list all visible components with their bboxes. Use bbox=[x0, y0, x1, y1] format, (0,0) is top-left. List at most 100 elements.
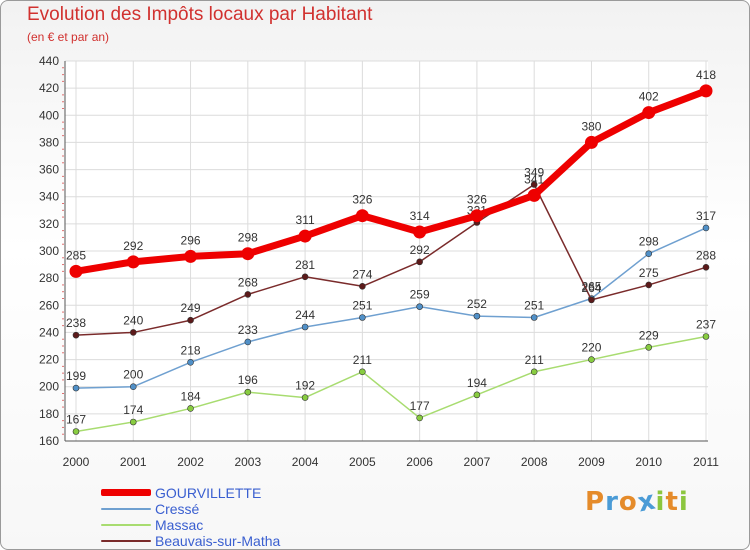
series-line-3 bbox=[75, 183, 707, 336]
data-label: 259 bbox=[410, 288, 430, 302]
data-point bbox=[416, 258, 423, 266]
data-point bbox=[530, 181, 538, 188]
data-label: 249 bbox=[181, 301, 201, 315]
y-tick-label: 420 bbox=[39, 81, 59, 95]
data-label: 200 bbox=[123, 368, 143, 382]
data-label: 281 bbox=[295, 258, 315, 272]
y-tick-label: 220 bbox=[39, 353, 59, 367]
data-point bbox=[359, 314, 366, 321]
data-label: 167 bbox=[66, 413, 86, 427]
data-label: 380 bbox=[581, 119, 601, 133]
x-tick-label: 2003 bbox=[234, 455, 261, 469]
logo-letter: r bbox=[605, 487, 619, 517]
data-point bbox=[359, 282, 366, 290]
data-label: 177 bbox=[410, 399, 430, 413]
data-point bbox=[244, 338, 252, 346]
data-point bbox=[129, 329, 137, 336]
data-point bbox=[244, 388, 252, 396]
legend-label: GOURVILLETTE bbox=[155, 485, 262, 501]
data-label: 298 bbox=[238, 231, 258, 245]
y-tick-label: 440 bbox=[39, 54, 59, 68]
data-label: 192 bbox=[295, 379, 315, 393]
data-label: 341 bbox=[524, 172, 544, 186]
y-tick-label: 240 bbox=[39, 325, 59, 339]
data-point bbox=[187, 316, 194, 324]
data-point bbox=[301, 394, 309, 401]
data-label: 251 bbox=[352, 299, 372, 313]
data-label: 292 bbox=[410, 243, 430, 257]
data-point bbox=[355, 209, 369, 223]
data-point bbox=[72, 331, 80, 339]
data-point bbox=[645, 344, 653, 351]
data-point bbox=[187, 358, 194, 366]
data-point bbox=[588, 356, 595, 363]
legend-label: Massac bbox=[155, 517, 204, 533]
data-label: 220 bbox=[581, 341, 601, 355]
data-label: 237 bbox=[696, 318, 716, 332]
data-label: 251 bbox=[524, 299, 544, 313]
data-point bbox=[69, 264, 83, 278]
data-point bbox=[645, 250, 653, 258]
data-label: 252 bbox=[467, 297, 487, 311]
data-point bbox=[129, 418, 137, 426]
y-tick-label: 360 bbox=[39, 163, 59, 177]
data-label: 296 bbox=[181, 233, 201, 247]
data-point bbox=[642, 106, 656, 120]
legend-label: Beauvais-sur-Matha bbox=[155, 533, 281, 549]
series-line-2 bbox=[75, 335, 707, 433]
data-point bbox=[129, 383, 137, 391]
data-label: 288 bbox=[696, 248, 716, 262]
data-point bbox=[588, 296, 595, 304]
y-tick-label: 160 bbox=[39, 434, 59, 448]
data-label: 174 bbox=[123, 403, 143, 417]
data-point bbox=[530, 368, 538, 376]
x-tick-label: 2011 bbox=[693, 455, 719, 469]
data-label: 418 bbox=[696, 68, 716, 82]
data-label: 349 bbox=[524, 166, 544, 180]
legend-label: Cressé bbox=[155, 501, 200, 517]
data-label: 264 bbox=[581, 281, 601, 295]
data-point bbox=[241, 247, 255, 261]
logo-letter: i bbox=[678, 487, 689, 517]
legend-swatch bbox=[101, 489, 151, 496]
y-tick-label: 180 bbox=[39, 407, 59, 421]
legend-swatch bbox=[101, 524, 151, 526]
data-point bbox=[584, 135, 598, 149]
legend-swatch bbox=[101, 540, 151, 542]
data-point bbox=[470, 209, 484, 223]
x-tick-label: 2010 bbox=[635, 455, 662, 469]
data-point bbox=[244, 291, 252, 298]
data-label: 218 bbox=[181, 343, 201, 357]
series-line-1 bbox=[75, 227, 707, 389]
data-label: 275 bbox=[639, 266, 659, 280]
logo-letter: t bbox=[665, 487, 679, 517]
data-label: 268 bbox=[238, 275, 258, 289]
data-point bbox=[301, 273, 309, 281]
data-label: 285 bbox=[66, 248, 86, 262]
data-label: 184 bbox=[181, 389, 201, 403]
data-point bbox=[473, 391, 481, 399]
x-tick-label: 2002 bbox=[177, 455, 204, 469]
logo-letter: o bbox=[618, 487, 638, 517]
data-label: 317 bbox=[696, 209, 716, 223]
data-label: 211 bbox=[353, 353, 372, 367]
logo-letter: i bbox=[655, 487, 666, 517]
data-point bbox=[301, 323, 309, 331]
y-tick-label: 260 bbox=[39, 298, 59, 312]
chart-title: Evolution des Impôts locaux par Habitant bbox=[27, 4, 373, 25]
data-point bbox=[702, 263, 710, 271]
y-tick-label: 300 bbox=[39, 244, 59, 258]
data-label: 292 bbox=[123, 239, 143, 253]
data-label: 240 bbox=[123, 313, 143, 327]
x-tick-label: 2009 bbox=[578, 455, 605, 469]
y-tick-label: 280 bbox=[39, 271, 59, 285]
data-label: 199 bbox=[66, 369, 86, 383]
data-point bbox=[72, 428, 80, 435]
x-tick-label: 2006 bbox=[406, 455, 433, 469]
data-label: 229 bbox=[639, 328, 659, 342]
series-line-0 bbox=[72, 87, 710, 275]
data-label: 402 bbox=[639, 90, 659, 104]
data-label: 311 bbox=[296, 213, 315, 227]
data-point bbox=[72, 384, 80, 392]
